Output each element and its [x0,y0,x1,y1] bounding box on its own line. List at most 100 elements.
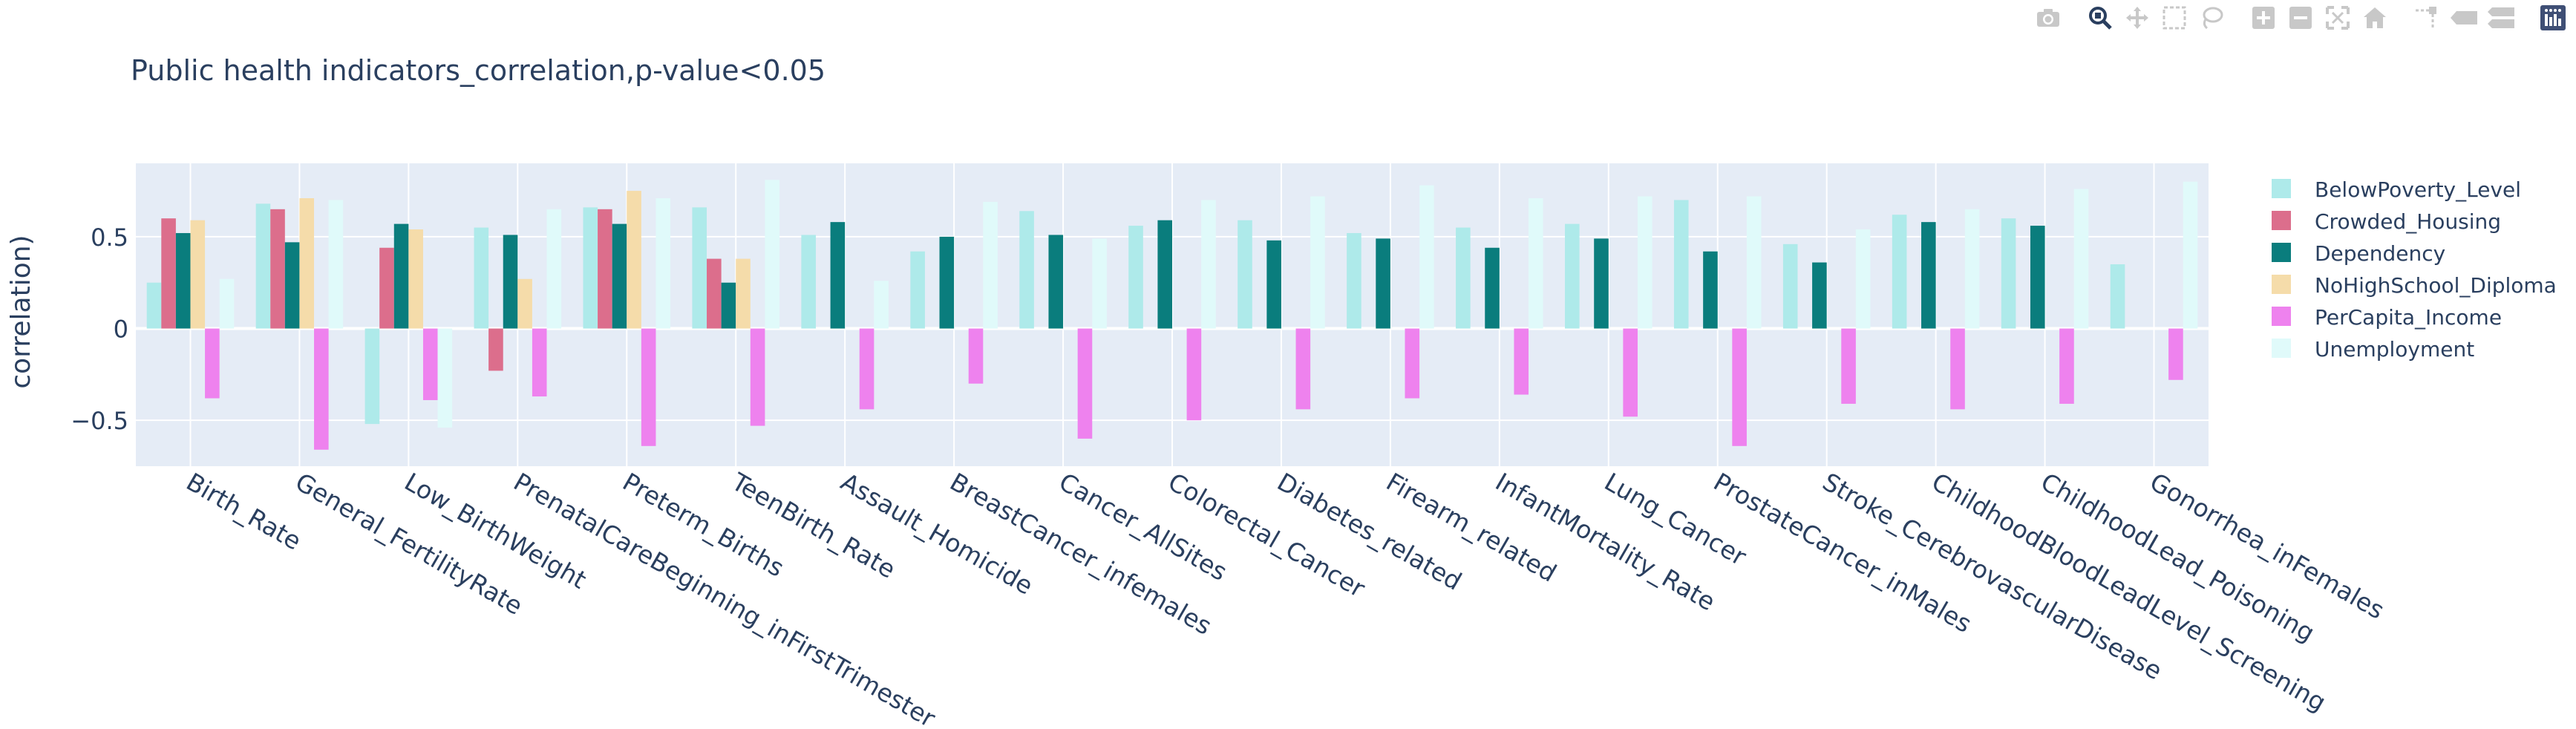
bar-Dependency-ProstateCancer_inMales[interactable] [1703,252,1718,329]
bar-Unemployment-Assault_Homicide[interactable] [874,281,889,328]
bar-Unemployment-Preterm_Births[interactable] [656,198,670,329]
bar-Dependency-Low_BirthWeight[interactable] [394,224,409,329]
bar-PerCapita_Income-ChildhoodBloodLeadLevel_Screening[interactable] [1950,329,1965,410]
bar-Dependency-Diabetes_related[interactable] [1266,241,1281,329]
legend-label-Dependency[interactable]: Dependency [2315,241,2445,266]
legend-label-Crowded_Housing[interactable]: Crowded_Housing [2315,209,2501,234]
bar-BelowPoverty_Level-Preterm_Births[interactable] [583,207,598,328]
bar-Dependency-ChildhoodLead_Poisoning[interactable] [2030,226,2045,328]
bar-NoHighSchool_Diploma-PrenatalCareBeginning_inFirstTrimester[interactable] [517,279,532,329]
bar-Crowded_Housing-PrenatalCareBeginning_inFirstTrimester[interactable] [488,329,503,371]
bar-BelowPoverty_Level-InfantMortality_Rate[interactable] [1456,228,1471,329]
legend-label-PerCapita_Income[interactable]: PerCapita_Income [2315,305,2502,330]
bar-Unemployment-Lung_Cancer[interactable] [1638,197,1653,329]
bar-Dependency-InfantMortality_Rate[interactable] [1485,248,1500,329]
bar-BelowPoverty_Level-General_FertilityRate[interactable] [256,203,271,328]
bar-Dependency-Firearm_related[interactable] [1376,238,1390,328]
bar-Dependency-ChildhoodBloodLeadLevel_Screening[interactable] [1921,222,1936,328]
bar-BelowPoverty_Level-Assault_Homicide[interactable] [801,235,816,328]
bar-Dependency-Cancer_AllSites[interactable] [1048,235,1063,328]
bar-Dependency-Preterm_Births[interactable] [612,224,627,329]
bar-PerCapita_Income-General_FertilityRate[interactable] [314,329,329,450]
legend-swatch-NoHighSchool_Diploma[interactable] [2272,275,2291,294]
bar-Crowded_Housing-Preterm_Births[interactable] [598,209,612,329]
bar-Dependency-Stroke_CerebrovascularDisease[interactable] [1812,263,1827,329]
camera-icon[interactable] [2031,1,2065,34]
bar-Unemployment-ProstateCancer_inMales[interactable] [1747,197,1762,329]
bar-BelowPoverty_Level-Gonorrhea_inFemales[interactable] [2111,264,2125,329]
bar-PerCapita_Income-Diabetes_related[interactable] [1296,329,1311,410]
bar-Unemployment-General_FertilityRate[interactable] [329,200,344,328]
legend-label-BelowPoverty_Level[interactable]: BelowPoverty_Level [2315,177,2521,202]
bar-Unemployment-Gonorrhea_inFemales[interactable] [2183,182,2198,329]
bar-PerCapita_Income-Gonorrhea_inFemales[interactable] [2168,329,2183,380]
bar-Unemployment-ChildhoodBloodLeadLevel_Screening[interactable] [1965,209,1980,329]
legend-label-Unemployment[interactable]: Unemployment [2315,337,2474,362]
bar-BelowPoverty_Level-Firearm_related[interactable] [1347,233,1361,329]
bar-NoHighSchool_Diploma-Low_BirthWeight[interactable] [408,229,423,329]
bar-NoHighSchool_Diploma-General_FertilityRate[interactable] [299,198,314,329]
bar-BelowPoverty_Level-Birth_Rate[interactable] [147,283,162,329]
hover-closest-icon[interactable] [2447,1,2481,34]
bar-BelowPoverty_Level-PrenatalCareBeginning_inFirstTrimester[interactable] [474,228,489,329]
bar-BelowPoverty_Level-Colorectal_Cancer[interactable] [1128,226,1143,328]
bar-Dependency-PrenatalCareBeginning_inFirstTrimester[interactable] [503,235,518,328]
bar-PerCapita_Income-Birth_Rate[interactable] [205,329,220,399]
bar-PerCapita_Income-PrenatalCareBeginning_inFirstTrimester[interactable] [532,329,547,396]
bar-Crowded_Housing-Low_BirthWeight[interactable] [379,248,394,329]
bar-Unemployment-BreastCancer_infemales[interactable] [983,202,998,329]
bar-BelowPoverty_Level-ChildhoodLead_Poisoning[interactable] [2001,218,2016,328]
hover-compare-icon[interactable] [2484,1,2518,34]
legend-label-NoHighSchool_Diploma[interactable]: NoHighSchool_Diploma [2315,273,2557,298]
bar-PerCapita_Income-Assault_Homicide[interactable] [860,329,875,410]
bar-Unemployment-Birth_Rate[interactable] [220,279,235,329]
bar-BelowPoverty_Level-BreastCancer_infemales[interactable] [910,252,925,329]
bar-BelowPoverty_Level-ProstateCancer_inMales[interactable] [1674,200,1689,328]
legend-swatch-BelowPoverty_Level[interactable] [2272,179,2291,198]
zoom-in-icon[interactable] [2246,1,2281,34]
bar-PerCapita_Income-TeenBirth_Rate[interactable] [751,329,765,426]
bar-PerCapita_Income-ChildhoodLead_Poisoning[interactable] [2059,329,2074,404]
spike-lines-icon[interactable] [2410,1,2444,34]
bar-Unemployment-ChildhoodLead_Poisoning[interactable] [2074,189,2089,329]
legend-swatch-PerCapita_Income[interactable] [2272,307,2291,326]
bar-Unemployment-Low_BirthWeight[interactable] [438,329,453,428]
bar-PerCapita_Income-ProstateCancer_inMales[interactable] [1732,329,1747,446]
bar-Dependency-BreastCancer_infemales[interactable] [940,237,955,329]
pan-icon[interactable] [2120,1,2154,34]
bar-Unemployment-Firearm_related[interactable] [1419,186,1434,329]
bar-PerCapita_Income-Lung_Cancer[interactable] [1623,329,1638,417]
bar-Dependency-Lung_Cancer[interactable] [1594,238,1609,328]
bar-BelowPoverty_Level-TeenBirth_Rate[interactable] [692,207,707,328]
bar-PerCapita_Income-Low_BirthWeight[interactable] [423,329,438,400]
bar-Dependency-Assault_Homicide[interactable] [831,222,846,328]
box-select-icon[interactable] [2157,1,2191,34]
bar-Dependency-General_FertilityRate[interactable] [285,242,300,328]
bar-PerCapita_Income-Firearm_related[interactable] [1405,329,1419,399]
bar-NoHighSchool_Diploma-TeenBirth_Rate[interactable] [736,259,751,329]
lasso-select-icon[interactable] [2194,1,2229,34]
bar-BelowPoverty_Level-Stroke_CerebrovascularDisease[interactable] [1783,244,1798,329]
legend-swatch-Dependency[interactable] [2272,243,2291,262]
bar-Unemployment-InfantMortality_Rate[interactable] [1529,198,1543,329]
bar-BelowPoverty_Level-Cancer_AllSites[interactable] [1019,211,1034,328]
zoom-out-icon[interactable] [2284,1,2318,34]
bar-NoHighSchool_Diploma-Birth_Rate[interactable] [190,220,205,329]
bar-Crowded_Housing-General_FertilityRate[interactable] [270,209,285,329]
bar-Unemployment-Cancer_AllSites[interactable] [1092,238,1107,328]
bar-PerCapita_Income-BreastCancer_infemales[interactable] [969,329,984,384]
bar-BelowPoverty_Level-Diabetes_related[interactable] [1238,220,1252,329]
bar-PerCapita_Income-Preterm_Births[interactable] [641,329,656,446]
bar-Crowded_Housing-Birth_Rate[interactable] [161,218,176,328]
bar-Unemployment-PrenatalCareBeginning_inFirstTrimester[interactable] [547,209,562,329]
bar-Unemployment-TeenBirth_Rate[interactable] [765,180,779,328]
bar-PerCapita_Income-InfantMortality_Rate[interactable] [1514,329,1529,395]
bar-Unemployment-Colorectal_Cancer[interactable] [1201,200,1216,328]
bar-Crowded_Housing-TeenBirth_Rate[interactable] [707,259,722,329]
bar-Dependency-Birth_Rate[interactable] [176,233,191,329]
plotly-logo-icon[interactable] [2536,1,2570,34]
bar-Dependency-Colorectal_Cancer[interactable] [1157,220,1172,329]
reset-axes-icon[interactable] [2358,1,2392,34]
bar-NoHighSchool_Diploma-Preterm_Births[interactable] [627,191,641,328]
bar-Unemployment-Diabetes_related[interactable] [1310,197,1325,329]
